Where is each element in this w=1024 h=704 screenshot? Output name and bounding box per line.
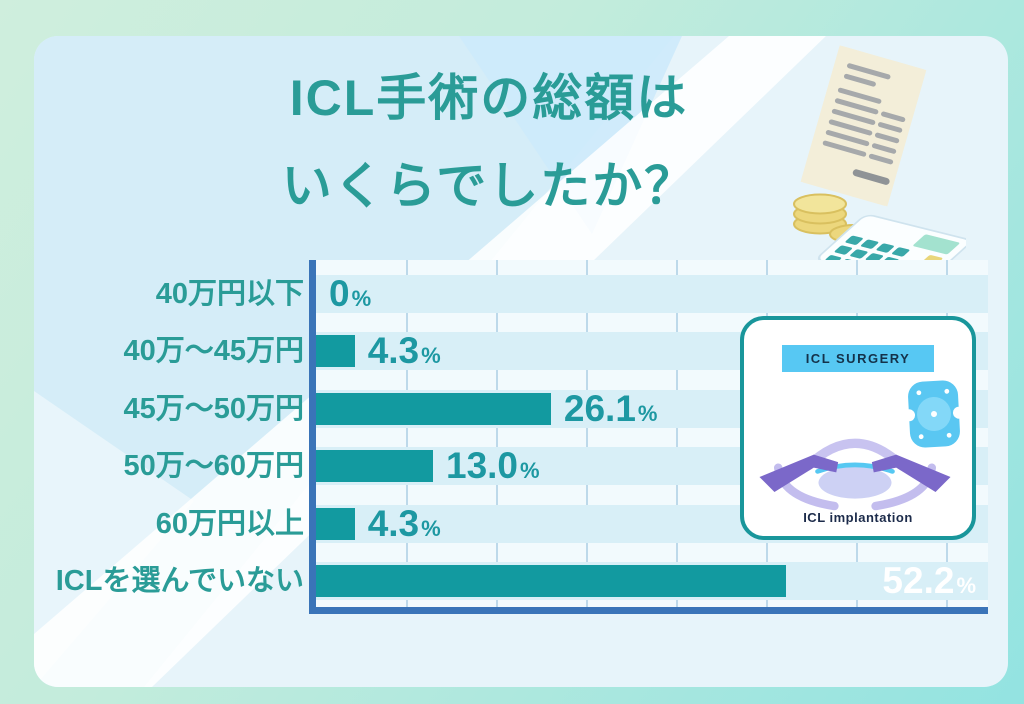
page-title: ICL手術の総額は いくらでしたか？ — [34, 54, 944, 230]
value-label: 52.2% — [882, 559, 976, 601]
category-label: 40万〜45万円 — [123, 335, 304, 368]
eye-diagram — [759, 438, 951, 511]
category-label: 45万〜50万円 — [123, 392, 304, 425]
bar-track: 52.2% — [316, 559, 988, 601]
category-labels: 40万円以下 40万〜45万円 45万〜50万円 50万〜60万円 60万円以上… — [34, 275, 304, 600]
bar — [316, 392, 551, 425]
bar — [316, 450, 433, 483]
bar — [316, 335, 355, 368]
value-label: 4.3% — [367, 502, 441, 544]
value-label: 4.3% — [367, 330, 441, 372]
page-title-line1: ICL手術の総額は — [289, 70, 689, 126]
icl-lens-icon — [904, 380, 964, 448]
receipt-icon — [800, 45, 927, 207]
infographic-card: ICL手術の総額は いくらでしたか？ — [34, 36, 1008, 687]
bar-track: 0% — [316, 273, 988, 314]
bar — [316, 507, 355, 540]
category-label: ICLを選んでいない — [55, 564, 304, 597]
inset-caption: ICL implantation — [803, 510, 913, 525]
value-label: 13.0% — [446, 445, 540, 487]
inset-header: ICL SURGERY — [782, 345, 934, 372]
category-label: 40万円以下 — [155, 278, 304, 310]
icl-surgery-inset-card: ICL SURGERY ICL implantation — [740, 316, 976, 540]
bar — [316, 564, 786, 597]
money-illustration — [793, 45, 966, 268]
value-label: 0% — [329, 273, 372, 314]
category-label: 50万〜60万円 — [123, 450, 304, 483]
page-title-line2: いくらでしたか？ — [281, 158, 697, 214]
category-label: 60万円以上 — [155, 507, 304, 540]
value-label: 26.1% — [563, 387, 658, 429]
